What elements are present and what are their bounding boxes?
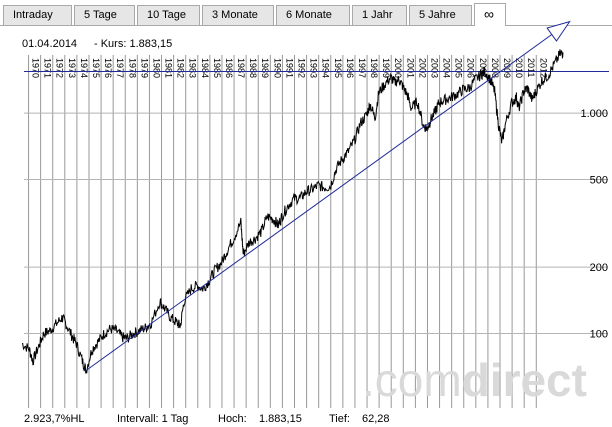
tab-5-jahre[interactable]: 5 Jahre — [409, 5, 472, 25]
y-tick-label: 100 — [590, 329, 608, 341]
year-tick-label: 1984 — [200, 58, 210, 78]
year-tick-label: 1981 — [164, 58, 174, 78]
low-label: Tief: — [329, 413, 350, 425]
tab-5-tage[interactable]: 5 Tage — [74, 5, 135, 25]
year-tick-label: 2011 — [526, 58, 536, 77]
high-label: Hoch: — [218, 413, 247, 425]
year-tick-label: 1999 — [381, 58, 391, 78]
year-tick-label: 1991 — [284, 58, 294, 78]
trend-arrow-head — [546, 20, 571, 42]
year-tick-label: 2010 — [514, 58, 524, 78]
year-tick-label: 1974 — [79, 58, 89, 78]
chart-kurs: - Kurs: 1.883,15 — [94, 38, 172, 50]
year-tick-label: 1994 — [321, 58, 331, 78]
year-tick-label: 1989 — [260, 58, 270, 78]
year-tick-label: 1995 — [333, 58, 343, 78]
year-tick-label: 1993 — [309, 58, 319, 78]
year-tick-label: 1986 — [224, 58, 234, 78]
year-tick-label: 1975 — [91, 58, 101, 78]
year-tick-label: 2003 — [429, 58, 439, 78]
tab-10-tage[interactable]: 10 Tage — [137, 5, 200, 25]
y-tick-label: 1.000 — [580, 108, 608, 120]
chart-date: 01.04.2014 — [22, 38, 77, 50]
year-tick-label: 2002 — [417, 58, 427, 78]
period-tab-bar: Intraday 5 Tage 10 Tage 3 Monate 6 Monat… — [0, 0, 612, 26]
year-tick-label: 1990 — [272, 58, 282, 78]
year-tick-label: 2004 — [442, 58, 452, 78]
year-tick-label: 2001 — [405, 58, 415, 78]
year-tick-label: 2007 — [478, 58, 488, 78]
year-tick-label: 1976 — [103, 58, 113, 78]
year-tick-label: 1998 — [369, 58, 379, 78]
year-tick-label: 1988 — [248, 58, 258, 78]
tab-infinity[interactable]: ∞ — [474, 3, 506, 26]
watermark-direct: direct — [462, 354, 587, 406]
year-tick-label: 1971 — [43, 58, 53, 78]
year-tick-label: 1980 — [151, 58, 161, 78]
high-value: 1.883,15 — [259, 413, 302, 425]
tab-1-jahr[interactable]: 1 Jahr — [352, 5, 407, 25]
year-tick-label: 1977 — [115, 58, 125, 78]
year-tick-label: 2006 — [466, 58, 476, 78]
year-tick-label: 1992 — [297, 58, 307, 78]
tab-3-monate[interactable]: 3 Monate — [202, 5, 274, 25]
year-tick-label: 2009 — [502, 58, 512, 78]
low-value: 62,28 — [362, 413, 390, 425]
year-tick-label: 2000 — [393, 58, 403, 78]
year-tick-label: 2005 — [454, 58, 464, 78]
trend-line — [85, 21, 570, 371]
price-series-line — [21, 49, 564, 374]
year-tick-label: 1982 — [176, 58, 186, 78]
year-tick-label: 1997 — [357, 58, 367, 78]
y-tick-label: 500 — [590, 174, 608, 186]
comdirect-watermark: .comdirect — [362, 354, 587, 406]
year-tick-label: 1983 — [188, 58, 198, 78]
y-tick-label: 200 — [590, 262, 608, 274]
year-tick-label: 1972 — [55, 58, 65, 78]
year-tick-label: 1985 — [212, 58, 222, 78]
performance-percent: 2.923,7%HL — [24, 413, 85, 425]
year-tick-label: 1970 — [31, 58, 41, 78]
tab-intraday[interactable]: Intraday — [3, 5, 72, 25]
tab-bar-border — [0, 25, 612, 26]
year-tick-label: 1979 — [139, 58, 149, 78]
year-tick-label: 2008 — [490, 58, 500, 78]
year-tick-label: 1973 — [67, 58, 77, 78]
tab-6-monate[interactable]: 6 Monate — [276, 5, 350, 25]
interval-label: Intervall: 1 Tag — [117, 413, 189, 425]
watermark-com: .com — [362, 354, 462, 406]
year-tick-label: 1978 — [127, 58, 137, 78]
year-tick-label: 1987 — [236, 58, 246, 78]
year-tick-label: 2012 — [538, 58, 548, 78]
year-tick-label: 1996 — [345, 58, 355, 78]
